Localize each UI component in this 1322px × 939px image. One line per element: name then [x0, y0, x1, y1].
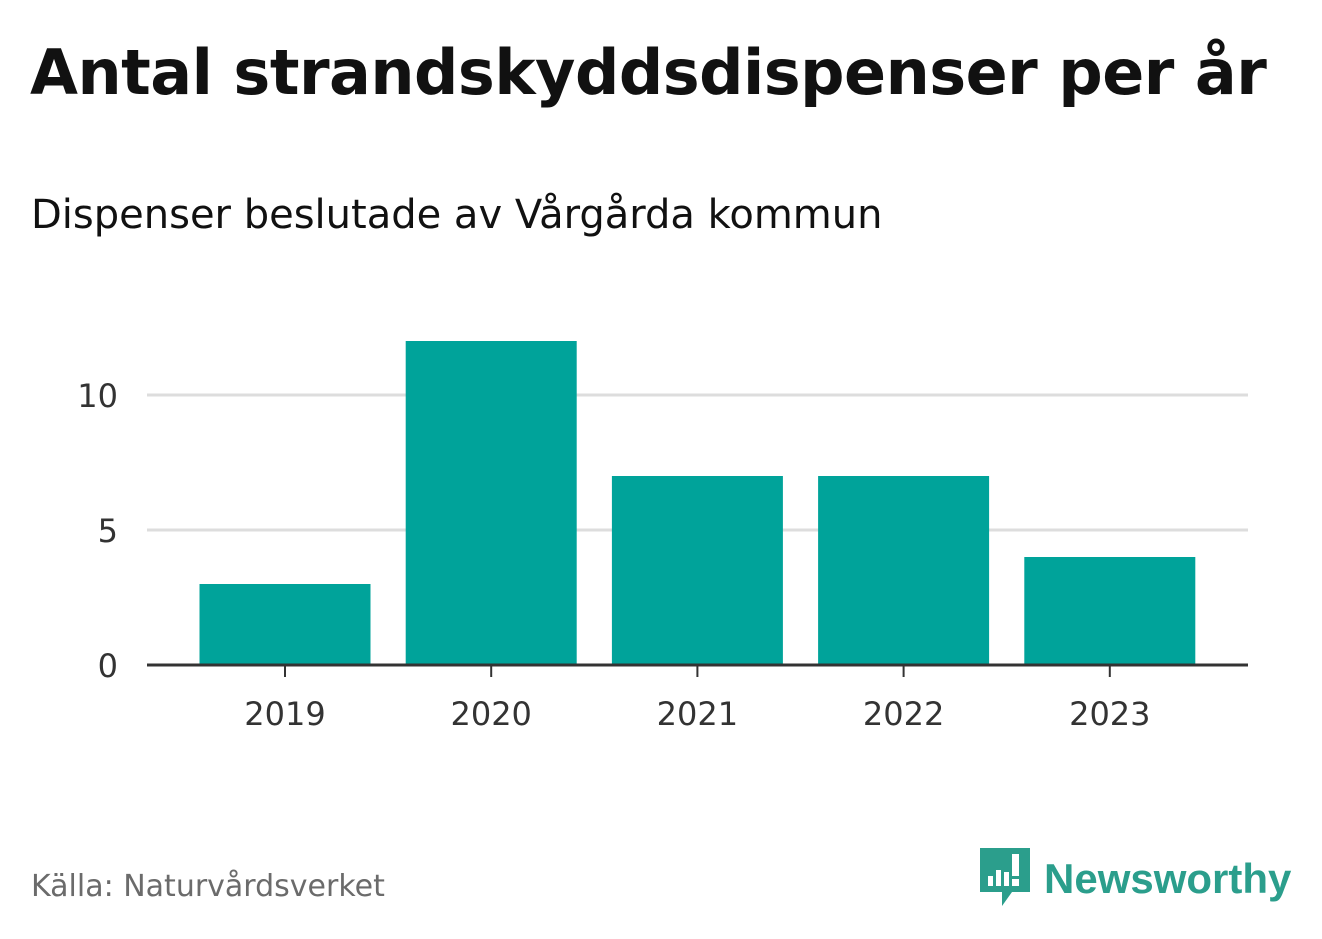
bar-2021 [611, 476, 783, 665]
chart-title: Antal strandskyddsdispenser per år [30, 36, 1267, 109]
newsworthy-logo-icon [980, 848, 1030, 906]
bar-2022 [818, 476, 990, 665]
chart-subtitle: Dispenser beslutade av Vårgårda kommun [31, 192, 883, 238]
bar-2023 [1024, 557, 1196, 665]
x-tick-label: 2019 [244, 695, 325, 733]
y-tick-label: 10 [77, 377, 118, 415]
bar-2020 [405, 341, 577, 665]
source-note: Källa: Naturvårdsverket [31, 869, 385, 904]
y-tick-label: 0 [98, 647, 118, 685]
brand-logo: Newsworthy [980, 848, 1291, 910]
x-tick-label: 2023 [1069, 695, 1150, 733]
brand-name: Newsworthy [1044, 855, 1292, 902]
y-tick-label: 5 [98, 512, 118, 550]
x-tick-label: 2020 [450, 695, 531, 733]
x-tick-label: 2021 [657, 695, 738, 733]
bar-2019 [199, 584, 371, 665]
x-tick-label: 2022 [863, 695, 944, 733]
